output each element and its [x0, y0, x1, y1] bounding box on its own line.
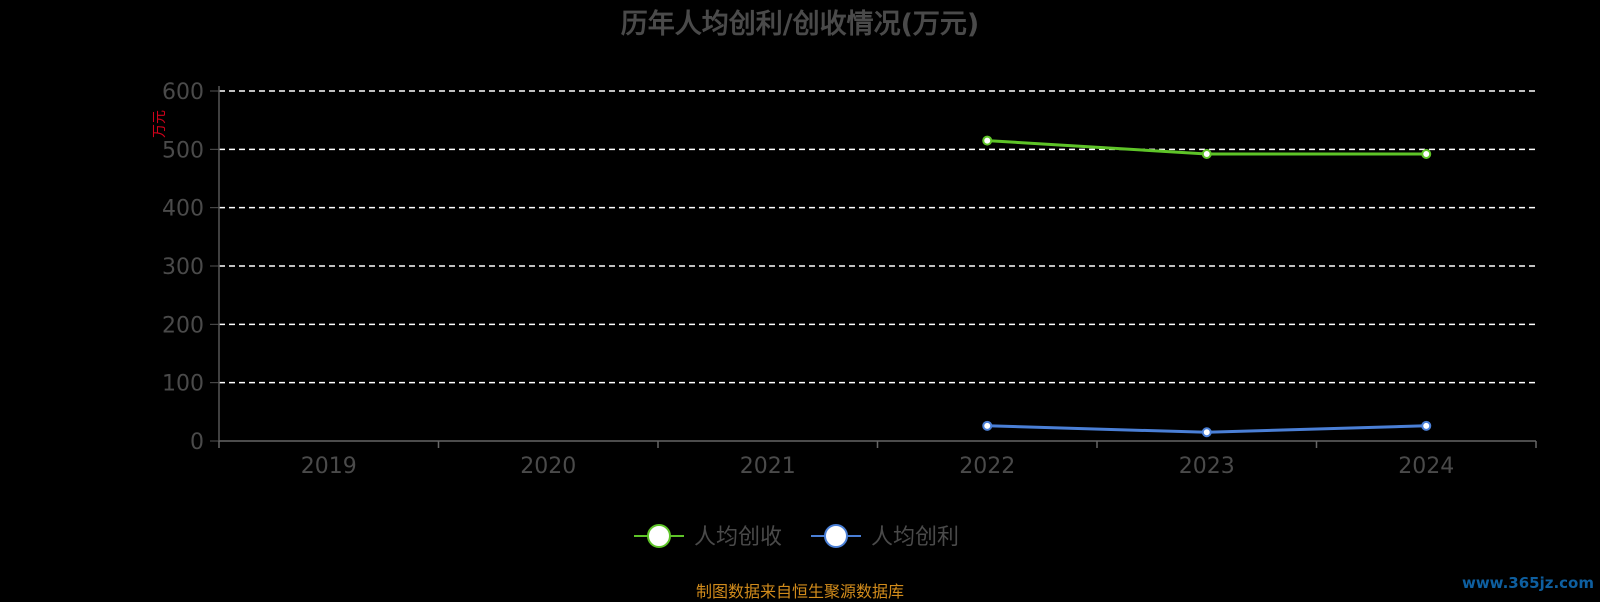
- y-tick-label: 400: [162, 197, 204, 222]
- x-tick-label: 2024: [1398, 454, 1454, 479]
- axes: 0 100 200 300 400 500 600 2019 2020 2021 2022 2023 2…: [162, 80, 1537, 479]
- data-point: [982, 420, 993, 431]
- legend-item-1[interactable]: 人均创利: [811, 524, 959, 550]
- y-tick-label: 500: [162, 138, 204, 163]
- data-point: [1201, 149, 1212, 159]
- legend-item-0[interactable]: 人均创收: [634, 524, 782, 550]
- legend-label: 人均创利: [871, 525, 959, 550]
- y-tick-label: 100: [162, 372, 204, 397]
- data-point: [1421, 149, 1432, 159]
- data-source-note: 制图数据来自恒生聚源数据库: [695, 582, 904, 601]
- x-tick-label: 2022: [959, 454, 1015, 479]
- x-tick-label: 2020: [520, 454, 576, 479]
- x-tick-label: 2021: [740, 454, 796, 479]
- y-tick-label: 200: [162, 313, 204, 338]
- y-tick-label: 0: [190, 430, 204, 455]
- data-point: [1421, 420, 1432, 431]
- y-tick-label: 600: [162, 80, 204, 105]
- legend[interactable]: 人均创收 人均创利: [634, 524, 959, 550]
- y-axis-unit-label: 万元: [152, 110, 168, 138]
- legend-marker: [647, 524, 671, 548]
- chart-title: 历年人均创利/创收情况(万元): [621, 8, 980, 40]
- watermark: www.365jz.com: [1461, 574, 1594, 592]
- series-group: [982, 135, 1432, 438]
- data-point: [1201, 427, 1212, 438]
- legend-marker: [824, 524, 848, 548]
- y-tick-label: 300: [162, 255, 204, 280]
- x-tick-label: 2023: [1179, 454, 1235, 479]
- gridlines: [219, 90, 1536, 384]
- x-tick-label: 2019: [301, 454, 357, 479]
- legend-label: 人均创收: [694, 525, 782, 550]
- data-point: [982, 135, 993, 146]
